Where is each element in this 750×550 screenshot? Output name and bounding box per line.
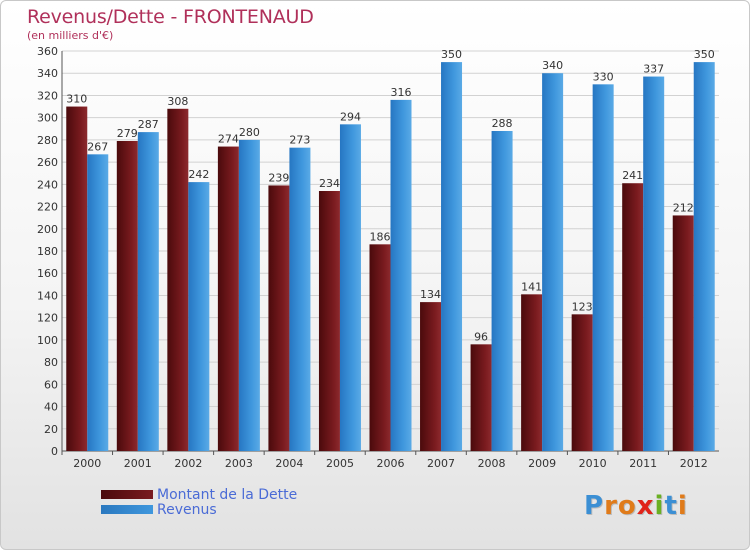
bar-revenus [137,132,159,451]
data-label: 273 [289,134,310,147]
data-label: 280 [239,126,260,139]
x-tick-label: 2004 [275,457,303,470]
x-tick-label: 2012 [680,457,708,470]
bar-dette [116,141,138,451]
data-label: 288 [492,117,513,130]
x-tick-label: 2000 [73,457,101,470]
data-label: 242 [188,168,209,181]
bar-dette [672,215,694,451]
y-tick-label: 320 [37,89,58,102]
bar-dette [268,185,290,451]
data-label: 287 [138,118,159,131]
data-label: 134 [420,288,441,301]
y-tick-label: 340 [37,67,58,80]
data-label: 212 [673,201,694,214]
y-tick-label: 260 [37,156,58,169]
bar-dette [167,108,189,452]
y-tick-label: 200 [37,223,58,236]
data-label: 123 [572,300,593,313]
x-tick-label: 2005 [326,457,354,470]
legend-item-revenus: Revenus [101,501,297,518]
y-tick-label: 360 [37,45,58,58]
x-tick-label: 2007 [427,457,455,470]
bar-dette [622,183,644,451]
bar-revenus [390,99,412,451]
y-tick-label: 220 [37,201,58,214]
data-label: 279 [117,127,138,140]
data-label: 310 [66,93,87,106]
data-label: 330 [593,70,614,83]
data-label: 350 [694,48,715,61]
data-label: 340 [542,59,563,72]
bar-dette [521,294,543,451]
y-tick-label: 60 [44,378,58,391]
bar-revenus [188,182,210,451]
data-label: 239 [268,171,289,184]
x-tick-label: 2010 [579,457,607,470]
legend-item-dette: Montant de la Dette [101,486,298,503]
bar-dette [66,106,88,452]
legend: Montant de la Dette Revenus [101,486,298,518]
y-tick-label: 0 [51,445,58,458]
bar-revenus [289,147,311,451]
legend-label-dette: Montant de la Dette [157,486,298,503]
x-tick-label: 2008 [478,457,506,470]
x-tick-label: 2009 [528,457,556,470]
chart-title: Revenus/Dette - FRONTENAUD [27,6,314,28]
bar-dette [571,314,593,451]
y-tick-label: 20 [44,423,58,436]
legend-swatch-revenus [101,505,153,514]
y-tick-label: 240 [37,178,58,191]
data-label: 337 [643,63,664,76]
y-tick-label: 140 [37,289,58,302]
chart-subtitle: (en milliers d'€) [27,29,114,42]
y-tick-label: 80 [44,356,58,369]
bar-revenus [87,154,109,452]
data-label: 96 [474,330,488,343]
x-tick-label: 2006 [377,457,405,470]
data-label: 267 [87,140,108,153]
y-tick-label: 100 [37,334,58,347]
data-label: 308 [167,95,188,108]
y-tick-label: 280 [37,134,58,147]
bar-dette [470,344,492,451]
data-label: 186 [370,230,391,243]
x-tick-label: 2003 [225,457,253,470]
bar-revenus [491,131,513,451]
bar-dette [217,146,239,452]
bar-dette [318,191,340,451]
proxiti-logo: Proxiti [584,491,688,521]
data-label: 241 [622,169,643,182]
data-label: 350 [441,48,462,61]
legend-swatch-dette [101,490,153,499]
bar-revenus [592,84,614,451]
bar-dette [369,244,391,451]
y-tick-label: 40 [44,401,58,414]
bar-revenus [238,139,260,451]
data-label: 294 [340,110,361,123]
data-label: 141 [521,280,542,293]
bar-revenus [643,76,665,452]
y-tick-label: 120 [37,312,58,325]
y-tick-label: 180 [37,245,58,258]
bar-dette [420,302,442,451]
legend-label-revenus: Revenus [157,501,217,518]
data-label: 234 [319,177,340,190]
bar-revenus [693,62,715,451]
bar-revenus [339,124,361,451]
x-tick-label: 2002 [174,457,202,470]
x-tick-label: 2011 [629,457,657,470]
bar-revenus [542,73,564,451]
bar-revenus [441,62,463,451]
data-label: 274 [218,133,239,146]
y-tick-label: 300 [37,112,58,125]
y-tick-label: 160 [37,267,58,280]
x-tick-label: 2001 [124,457,152,470]
data-label: 316 [391,86,412,99]
